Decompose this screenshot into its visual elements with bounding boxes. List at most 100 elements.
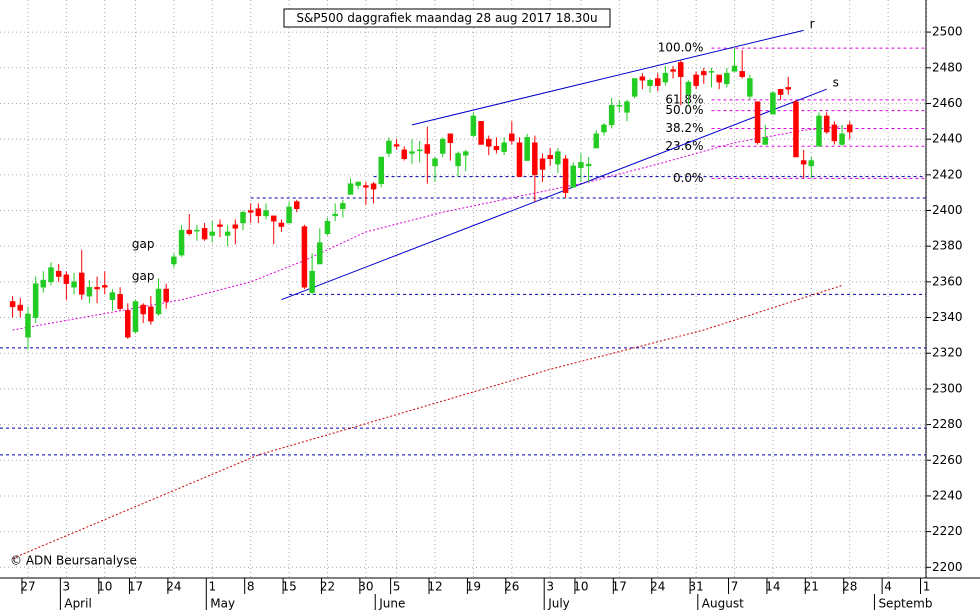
y-tick-label: 2460 [932,96,963,110]
candle-body [78,272,85,295]
x-tick-label: 19 [466,580,481,594]
candle-body [724,72,730,85]
candle-body [439,138,446,154]
candle-body [178,229,185,256]
x-tick-label: 10 [573,580,588,594]
title-box [283,8,611,28]
trend-label: s [833,76,839,90]
y-tick-label: 2280 [932,417,963,431]
candle-body [255,208,262,217]
trend-label: r [810,17,815,31]
candle-body [370,183,377,190]
x-tick-label: 24 [166,580,181,594]
candle-body [416,149,423,152]
candle-body [447,133,454,143]
candle-body [555,151,561,165]
candle-body [71,281,77,288]
moving-average [12,126,843,331]
candle-body [240,212,246,224]
candle-body [332,213,338,217]
candle-body [294,201,300,209]
x-tick-label: 30 [358,580,373,594]
copyright: © ADN Beursanalyse [10,554,137,568]
candle-body [493,146,500,151]
moving-average [12,284,843,559]
x-tick-label: 27 [20,580,35,594]
candle-body [601,124,607,133]
y-tick-label: 2500 [932,25,963,39]
candle-body [125,310,131,338]
annotation: gap [132,269,155,283]
trend-line [411,29,804,126]
candle-body [785,87,792,90]
fib-label: 0.0% [673,171,704,185]
x-tick-label: 3 [63,580,71,594]
fib-label: 100.0% [658,41,704,55]
x-tick-label: 15 [281,580,296,594]
candle-body [378,156,384,184]
x-tick-label: 7 [731,580,739,594]
candle-body [155,288,162,315]
candle-body [562,158,569,193]
trend-line [281,88,827,301]
candle-body [754,101,761,143]
candle-body [585,163,592,167]
month-label: August [702,597,744,610]
x-tick-label: 14 [765,580,780,594]
y-tick-label: 2440 [932,132,963,146]
candle-body [132,301,139,333]
candle-body [40,279,47,288]
candle-body [117,294,123,309]
candle-body [616,105,623,107]
candle-body [301,226,308,288]
x-tick-label: 31 [688,580,703,594]
candle-body [363,185,369,188]
x-tick-label: 1 [208,580,216,594]
candle-body [678,62,684,77]
candle-body [209,231,216,236]
candle-body [386,140,392,154]
month-label: June [378,597,405,610]
candle-body [401,149,408,160]
x-tick-label: 21 [804,580,819,594]
candle-body [63,274,70,284]
candle-body [109,292,116,300]
x-tick-label: 17 [128,580,143,594]
candle-body [770,92,776,115]
chart-title: S&P500 daggrafiek maandag 28 aug 2017 18… [296,11,597,25]
candle-body [547,154,553,160]
candle-body [639,76,646,81]
candle-body [793,101,799,158]
candle-body [762,137,768,145]
candle-body [140,304,146,315]
candle-body [393,144,400,147]
candle-body [86,286,93,297]
y-tick-label: 2420 [932,167,963,181]
candle-body [9,301,16,308]
y-tick-label: 2320 [932,346,963,360]
candle-body [647,80,653,86]
y-tick-label: 2240 [932,488,963,502]
x-tick-label: 22 [320,580,335,594]
candle-body [278,222,285,227]
month-label: April [64,597,91,610]
candle-body [654,78,661,86]
candle-body [201,228,208,240]
candle-body [424,144,431,154]
candle-body [355,181,361,186]
x-tick-label: 3 [546,580,554,594]
candle-body [701,71,707,76]
candle-body [462,151,469,156]
candle-body [509,133,515,142]
x-tick-label: 17 [612,580,627,594]
candle-body [478,121,484,145]
candle-body [409,151,415,154]
x-tick-label: 5 [393,580,401,594]
y-tick-label: 2400 [932,203,963,217]
x-tick-label: 10 [97,580,112,594]
candle-body [716,74,722,83]
y-tick-label: 2340 [932,310,963,324]
x-tick-label: 8 [247,580,255,594]
candle-body [470,115,477,136]
